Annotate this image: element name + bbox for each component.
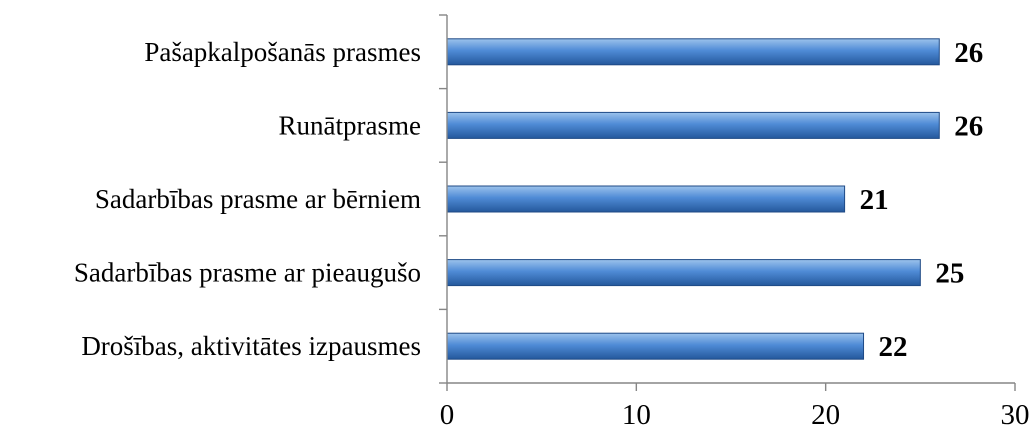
- value-label: 22: [879, 331, 908, 363]
- labels-layer: 0 10 20 30 Pašapkalpošanās prasmes 26 Runātpra…: [74, 37, 1030, 431]
- value-label: 25: [935, 258, 964, 290]
- bar: [446, 332, 865, 360]
- bar: [446, 38, 940, 66]
- bar: [446, 259, 921, 287]
- category-label: Pašapkalpošanās prasmes: [144, 37, 421, 67]
- bar: [446, 185, 846, 213]
- bar: [446, 111, 940, 139]
- category-label: Sadarbības prasme ar bērniem: [95, 184, 421, 214]
- category-label: Runātprasme: [279, 110, 421, 140]
- x-tick-label: 10: [622, 399, 651, 431]
- category-label: Sadarbības prasme ar pieaugušo: [74, 258, 421, 288]
- value-label: 26: [954, 37, 983, 69]
- axes: [439, 14, 1016, 391]
- category-label: Drošības, aktivitātes izpausmes: [81, 331, 421, 361]
- x-tick-label: 30: [1001, 399, 1030, 431]
- value-label: 21: [860, 184, 889, 216]
- x-tick-label: 0: [440, 399, 455, 431]
- value-label: 26: [954, 110, 983, 142]
- bars-layer: [446, 38, 940, 360]
- x-tick-label: 20: [811, 399, 840, 431]
